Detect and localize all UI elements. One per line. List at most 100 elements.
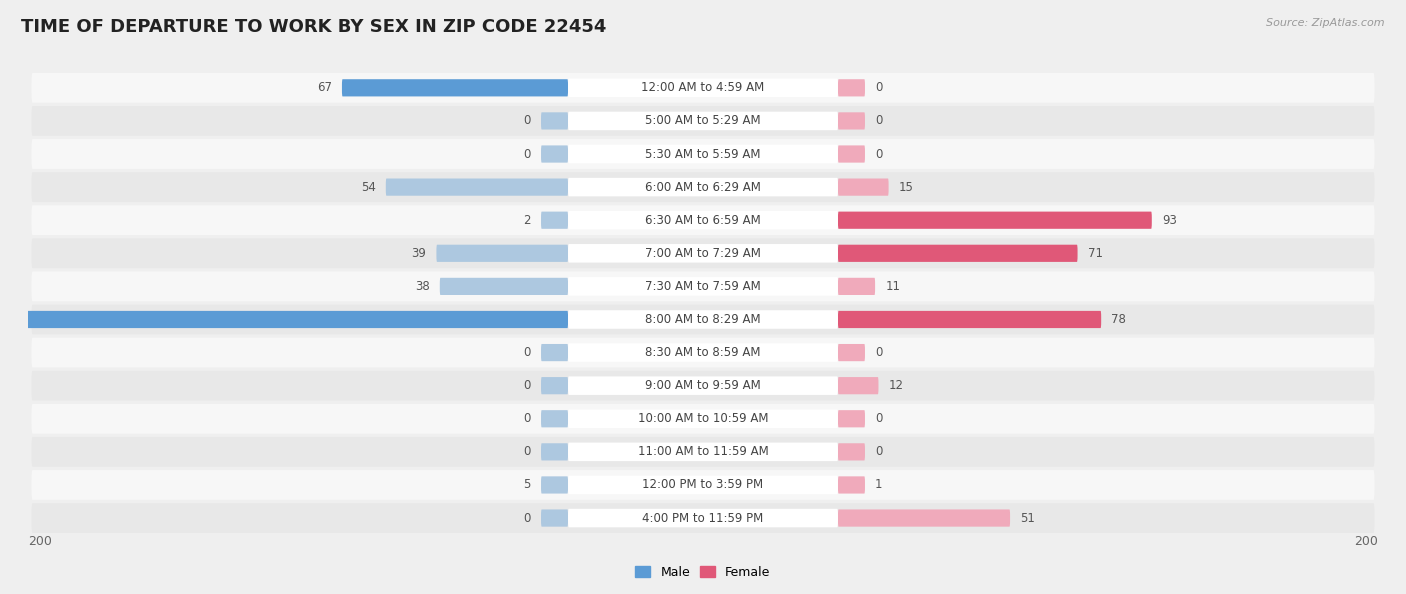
Text: 4:00 PM to 11:59 PM: 4:00 PM to 11:59 PM <box>643 511 763 525</box>
Text: 5:30 AM to 5:59 AM: 5:30 AM to 5:59 AM <box>645 147 761 160</box>
Text: 200: 200 <box>1354 535 1378 548</box>
Text: 12:00 PM to 3:59 PM: 12:00 PM to 3:59 PM <box>643 478 763 491</box>
FancyBboxPatch shape <box>31 206 1375 235</box>
Text: 0: 0 <box>875 115 883 128</box>
Text: 0: 0 <box>523 511 531 525</box>
FancyBboxPatch shape <box>342 79 568 96</box>
Text: 0: 0 <box>523 379 531 392</box>
FancyBboxPatch shape <box>31 271 1375 301</box>
FancyBboxPatch shape <box>838 476 865 494</box>
FancyBboxPatch shape <box>568 476 838 494</box>
FancyBboxPatch shape <box>568 178 838 197</box>
Text: 5: 5 <box>523 478 531 491</box>
Text: 12:00 AM to 4:59 AM: 12:00 AM to 4:59 AM <box>641 81 765 94</box>
Text: 78: 78 <box>1111 313 1126 326</box>
FancyBboxPatch shape <box>541 211 568 229</box>
Text: 0: 0 <box>875 446 883 459</box>
FancyBboxPatch shape <box>31 73 1375 103</box>
FancyBboxPatch shape <box>838 443 865 460</box>
FancyBboxPatch shape <box>568 277 838 296</box>
FancyBboxPatch shape <box>568 443 838 461</box>
FancyBboxPatch shape <box>31 139 1375 169</box>
Text: 8:30 AM to 8:59 AM: 8:30 AM to 8:59 AM <box>645 346 761 359</box>
Text: 0: 0 <box>875 346 883 359</box>
Text: 12: 12 <box>889 379 904 392</box>
FancyBboxPatch shape <box>568 112 838 130</box>
FancyBboxPatch shape <box>541 510 568 527</box>
Text: 9:00 AM to 9:59 AM: 9:00 AM to 9:59 AM <box>645 379 761 392</box>
FancyBboxPatch shape <box>31 371 1375 400</box>
Text: 2: 2 <box>523 214 531 227</box>
Text: 0: 0 <box>523 412 531 425</box>
FancyBboxPatch shape <box>838 179 889 195</box>
Text: 8:00 AM to 8:29 AM: 8:00 AM to 8:29 AM <box>645 313 761 326</box>
FancyBboxPatch shape <box>568 145 838 163</box>
FancyBboxPatch shape <box>838 278 875 295</box>
FancyBboxPatch shape <box>568 509 838 527</box>
FancyBboxPatch shape <box>568 409 838 428</box>
FancyBboxPatch shape <box>31 172 1375 202</box>
FancyBboxPatch shape <box>568 377 838 395</box>
FancyBboxPatch shape <box>541 476 568 494</box>
FancyBboxPatch shape <box>31 470 1375 500</box>
Legend: Male, Female: Male, Female <box>630 561 776 584</box>
Text: 67: 67 <box>316 81 332 94</box>
Text: 0: 0 <box>523 446 531 459</box>
FancyBboxPatch shape <box>541 344 568 361</box>
Text: 5:00 AM to 5:29 AM: 5:00 AM to 5:29 AM <box>645 115 761 128</box>
Text: 7:00 AM to 7:29 AM: 7:00 AM to 7:29 AM <box>645 247 761 260</box>
FancyBboxPatch shape <box>568 343 838 362</box>
FancyBboxPatch shape <box>838 211 1152 229</box>
FancyBboxPatch shape <box>31 238 1375 268</box>
Text: 0: 0 <box>875 81 883 94</box>
FancyBboxPatch shape <box>838 112 865 129</box>
Text: 0: 0 <box>875 412 883 425</box>
Text: 54: 54 <box>361 181 375 194</box>
Text: 7:30 AM to 7:59 AM: 7:30 AM to 7:59 AM <box>645 280 761 293</box>
Text: TIME OF DEPARTURE TO WORK BY SEX IN ZIP CODE 22454: TIME OF DEPARTURE TO WORK BY SEX IN ZIP … <box>21 18 606 36</box>
FancyBboxPatch shape <box>838 410 865 427</box>
FancyBboxPatch shape <box>568 211 838 229</box>
Text: 200: 200 <box>28 535 52 548</box>
Text: 71: 71 <box>1088 247 1102 260</box>
FancyBboxPatch shape <box>31 305 1375 334</box>
FancyBboxPatch shape <box>31 337 1375 368</box>
Text: 51: 51 <box>1021 511 1035 525</box>
FancyBboxPatch shape <box>541 112 568 129</box>
Text: 10:00 AM to 10:59 AM: 10:00 AM to 10:59 AM <box>638 412 768 425</box>
Text: 39: 39 <box>412 247 426 260</box>
Text: 0: 0 <box>523 147 531 160</box>
FancyBboxPatch shape <box>838 344 865 361</box>
Text: 11: 11 <box>886 280 900 293</box>
FancyBboxPatch shape <box>838 311 1101 328</box>
FancyBboxPatch shape <box>541 410 568 427</box>
FancyBboxPatch shape <box>541 146 568 163</box>
FancyBboxPatch shape <box>838 510 1010 527</box>
Text: 11:00 AM to 11:59 AM: 11:00 AM to 11:59 AM <box>638 446 768 459</box>
FancyBboxPatch shape <box>568 78 838 97</box>
Text: 38: 38 <box>415 280 430 293</box>
FancyBboxPatch shape <box>31 404 1375 434</box>
FancyBboxPatch shape <box>568 244 838 263</box>
FancyBboxPatch shape <box>541 443 568 460</box>
FancyBboxPatch shape <box>31 437 1375 467</box>
Text: 15: 15 <box>898 181 914 194</box>
FancyBboxPatch shape <box>436 245 568 262</box>
Text: 1: 1 <box>875 478 883 491</box>
FancyBboxPatch shape <box>31 503 1375 533</box>
Text: 0: 0 <box>523 115 531 128</box>
FancyBboxPatch shape <box>568 310 838 328</box>
Text: 6:00 AM to 6:29 AM: 6:00 AM to 6:29 AM <box>645 181 761 194</box>
Text: 93: 93 <box>1161 214 1177 227</box>
FancyBboxPatch shape <box>31 106 1375 136</box>
FancyBboxPatch shape <box>838 79 865 96</box>
FancyBboxPatch shape <box>838 146 865 163</box>
Text: 6:30 AM to 6:59 AM: 6:30 AM to 6:59 AM <box>645 214 761 227</box>
FancyBboxPatch shape <box>385 179 568 195</box>
FancyBboxPatch shape <box>541 377 568 394</box>
Text: 0: 0 <box>875 147 883 160</box>
FancyBboxPatch shape <box>0 311 568 328</box>
Text: Source: ZipAtlas.com: Source: ZipAtlas.com <box>1267 18 1385 28</box>
FancyBboxPatch shape <box>838 377 879 394</box>
FancyBboxPatch shape <box>838 245 1077 262</box>
